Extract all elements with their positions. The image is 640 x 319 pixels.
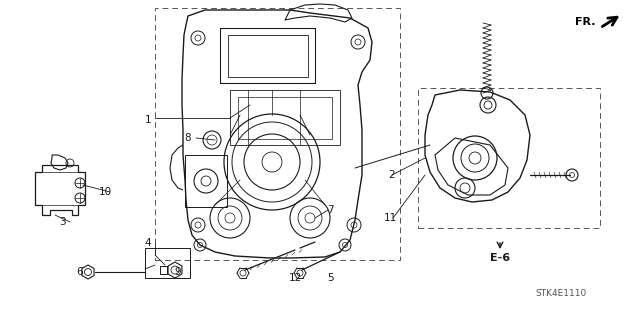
Text: STK4E1110: STK4E1110 — [535, 290, 586, 299]
Text: FR.: FR. — [575, 17, 595, 27]
Bar — [230, 90, 340, 145]
Text: 6: 6 — [77, 267, 83, 277]
Text: 3: 3 — [59, 217, 65, 227]
Text: 10: 10 — [99, 187, 111, 197]
Text: 4: 4 — [145, 238, 151, 248]
Bar — [238, 97, 332, 139]
Text: 11: 11 — [383, 213, 397, 223]
Bar — [155, 8, 400, 260]
Text: 12: 12 — [289, 273, 301, 283]
Bar — [185, 155, 227, 207]
Text: 9: 9 — [175, 267, 181, 277]
Text: 5: 5 — [326, 273, 333, 283]
Bar — [220, 28, 315, 83]
Text: E-6: E-6 — [490, 253, 510, 263]
Bar — [228, 35, 308, 77]
Text: 2: 2 — [388, 170, 396, 180]
Bar — [145, 248, 190, 278]
Text: 7: 7 — [326, 205, 333, 215]
Text: 1: 1 — [145, 115, 151, 125]
Text: 8: 8 — [185, 133, 191, 143]
Bar — [418, 88, 600, 228]
